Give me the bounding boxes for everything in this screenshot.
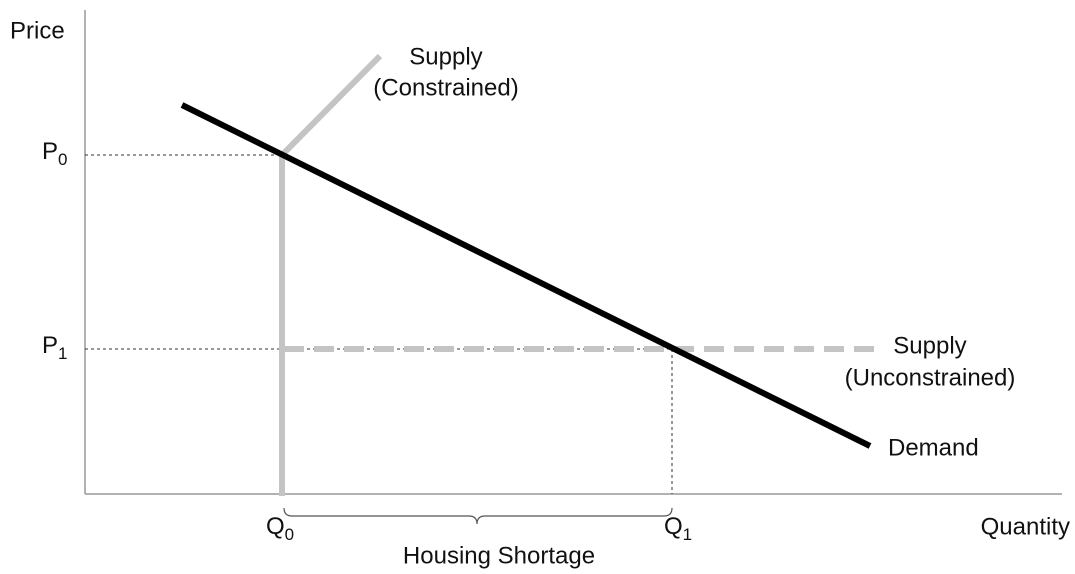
label-base: P xyxy=(42,138,58,165)
label-sub: 0 xyxy=(285,525,294,544)
q1-label: Q1 xyxy=(664,513,692,544)
demand-curve xyxy=(180,102,872,449)
shortage-label: Housing Shortage xyxy=(403,542,595,569)
supply-constrained-label: (Constrained) xyxy=(373,74,518,101)
label-base: Q xyxy=(266,513,285,540)
supply-unconstrained-label: Supply xyxy=(893,332,966,359)
supply-constrained-curve xyxy=(279,53,383,496)
label-base: Q xyxy=(664,513,683,540)
supply-constrained-label: Supply xyxy=(409,43,482,70)
y-axis-label: Price xyxy=(10,17,65,44)
label-sub: 0 xyxy=(58,150,67,169)
label-base: P xyxy=(42,332,58,359)
label-sub: 1 xyxy=(683,525,692,544)
x-axis-label: Quantity xyxy=(981,513,1070,540)
p1-label: P1 xyxy=(42,332,67,363)
p0-label: P0 xyxy=(42,138,67,169)
supply-unconstrained-label: (Unconstrained) xyxy=(845,364,1016,391)
q0-label: Q0 xyxy=(266,513,294,544)
label-sub: 1 xyxy=(58,344,67,363)
shortage-brace xyxy=(283,507,673,525)
demand-label: Demand xyxy=(888,434,979,461)
